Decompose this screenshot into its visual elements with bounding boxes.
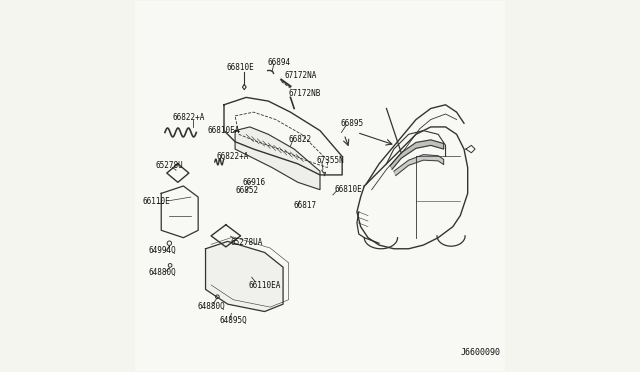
Text: J6600090: J6600090	[460, 348, 500, 357]
Text: 64994Q: 64994Q	[148, 246, 176, 255]
Text: 66810EA: 66810EA	[207, 126, 240, 135]
Text: 65278U: 65278U	[156, 161, 184, 170]
Text: 64895Q: 64895Q	[220, 316, 247, 325]
Text: 67172NB: 67172NB	[289, 89, 321, 98]
Polygon shape	[394, 155, 444, 176]
Text: 66895: 66895	[340, 119, 364, 128]
Polygon shape	[205, 241, 283, 311]
Text: 66894: 66894	[268, 58, 291, 67]
Text: 65278UA: 65278UA	[230, 238, 263, 247]
Text: 66852: 66852	[235, 186, 258, 195]
Text: 66817: 66817	[293, 201, 317, 210]
Text: 66110EA: 66110EA	[248, 281, 280, 290]
Text: 66810E: 66810E	[335, 185, 362, 194]
Text: 64880Q: 64880Q	[197, 301, 225, 311]
Polygon shape	[235, 127, 320, 190]
Text: 66822+A: 66822+A	[172, 113, 205, 122]
Polygon shape	[390, 140, 444, 169]
Text: 66822: 66822	[289, 135, 312, 144]
Text: 66916: 66916	[243, 178, 266, 187]
Text: 66822+A: 66822+A	[216, 152, 249, 161]
Text: 67172NA: 67172NA	[285, 71, 317, 80]
Text: 66810E: 66810E	[227, 63, 255, 72]
Text: 64880Q: 64880Q	[148, 268, 176, 277]
Text: 66110E: 66110E	[142, 197, 170, 206]
Text: 67355N: 67355N	[316, 155, 344, 165]
